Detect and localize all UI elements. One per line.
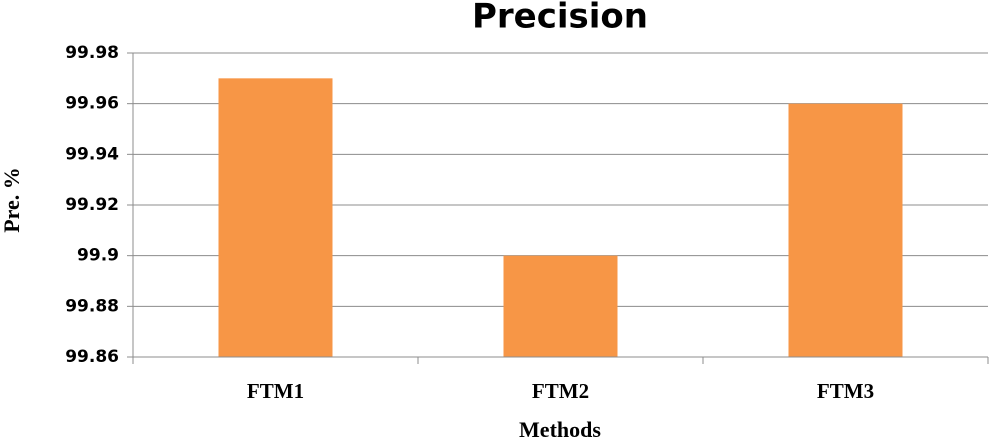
y-tick-label: 99.9 bbox=[77, 246, 119, 266]
y-axis-label: Pre. % bbox=[0, 167, 24, 233]
x-tick-label: FTM3 bbox=[817, 379, 874, 403]
x-tick-label: FTM2 bbox=[532, 379, 589, 403]
bar bbox=[503, 255, 618, 357]
y-tick-label: 99.86 bbox=[65, 347, 119, 367]
x-tick-label: FTM1 bbox=[247, 379, 304, 403]
y-tick-label: 99.96 bbox=[65, 94, 119, 114]
y-tick-label: 99.88 bbox=[65, 296, 119, 316]
bar bbox=[218, 78, 333, 357]
y-tick-label: 99.94 bbox=[65, 144, 119, 164]
bar bbox=[788, 103, 903, 358]
y-tick-label: 99.92 bbox=[65, 195, 119, 215]
y-tick-label: 99.98 bbox=[65, 43, 119, 63]
chart-title: Precision bbox=[472, 0, 648, 37]
x-axis-label: Methods bbox=[519, 417, 601, 442]
